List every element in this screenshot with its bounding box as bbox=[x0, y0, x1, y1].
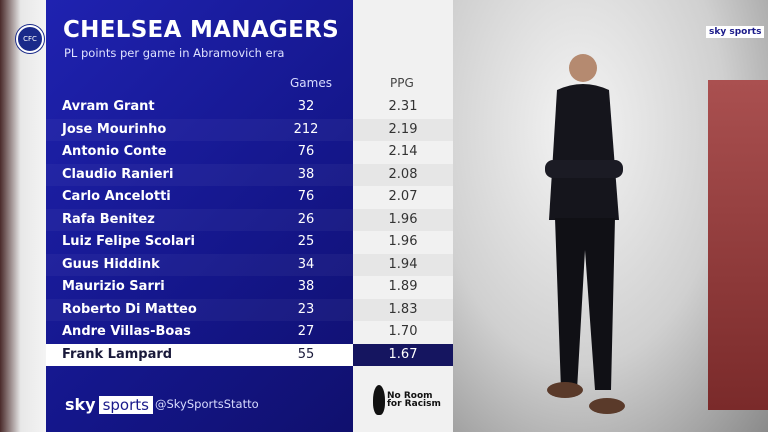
row-bg bbox=[46, 118, 353, 141]
games-value: 38 bbox=[297, 279, 315, 294]
ppg-value: 1.67 bbox=[353, 343, 453, 366]
games-value: 23 bbox=[297, 301, 315, 317]
table-row: Roberto Di Matteo 23 1.83 bbox=[46, 298, 453, 321]
manager-name: Claudio Ranieri bbox=[62, 166, 174, 182]
manager-name: Rafa Benitez bbox=[62, 211, 155, 227]
games-value: 38 bbox=[297, 166, 315, 182]
page-title: CHELSEA MANAGERS bbox=[63, 17, 339, 43]
sky-sports-corner-logo: sky sports bbox=[706, 26, 765, 38]
games-value: 34 bbox=[297, 256, 315, 272]
no-room-for-racism-logo: No Room for Racism bbox=[373, 380, 443, 420]
table-row: Frank Lampard 55 1.67 bbox=[46, 343, 453, 366]
manager-name: Luiz Felipe Scolari bbox=[62, 234, 195, 249]
manager-name: Avram Grant bbox=[62, 99, 155, 114]
games-value: 25 bbox=[297, 234, 315, 249]
games-value: 55 bbox=[297, 346, 315, 362]
row-bg bbox=[46, 253, 353, 276]
ppg-value: 2.19 bbox=[353, 118, 453, 141]
games-value: 76 bbox=[297, 144, 315, 159]
campaign-text: No Room for Racism bbox=[387, 391, 441, 409]
manager-photo bbox=[545, 54, 625, 414]
manager-name: Frank Lampard bbox=[62, 346, 173, 362]
header-ppg: PPG bbox=[390, 76, 414, 90]
ppg-value: 2.08 bbox=[353, 163, 453, 186]
header-games: Games bbox=[290, 76, 332, 90]
row-bg bbox=[46, 208, 353, 231]
ppg-value: 1.96 bbox=[388, 234, 418, 249]
sky-text: sky bbox=[65, 395, 96, 414]
games-value: 32 bbox=[297, 99, 315, 114]
manager-name: Carlo Ancelotti bbox=[62, 189, 171, 204]
subtitle: PL points per game in Abramovich era bbox=[64, 46, 285, 60]
chelsea-badge-icon: CFC bbox=[16, 25, 44, 53]
games-value: 26 bbox=[297, 211, 315, 227]
table-row: Carlo Ancelotti 76 2.07 bbox=[46, 186, 453, 208]
row-bg bbox=[46, 298, 353, 321]
table-row: Maurizio Sarri 38 1.89 bbox=[46, 276, 453, 298]
row-bg bbox=[46, 343, 353, 366]
ppg-value: 1.70 bbox=[388, 324, 418, 339]
manager-name: Roberto Di Matteo bbox=[62, 301, 197, 317]
row-bg bbox=[46, 163, 353, 186]
manager-name: Andre Villas-Boas bbox=[62, 324, 191, 339]
ppg-value: 2.07 bbox=[388, 189, 418, 204]
manager-name: Antonio Conte bbox=[62, 144, 167, 159]
table-row: Rafa Benitez 26 1.96 bbox=[46, 208, 453, 231]
table-row: Andre Villas-Boas 27 1.70 bbox=[46, 321, 453, 343]
table-row: Jose Mourinho 212 2.19 bbox=[46, 118, 453, 141]
games-value: 212 bbox=[293, 121, 319, 137]
games-value: 76 bbox=[297, 189, 315, 204]
table-row: Avram Grant 32 2.31 bbox=[46, 96, 453, 118]
table-row: Claudio Ranieri 38 2.08 bbox=[46, 163, 453, 186]
ppg-value: 1.83 bbox=[353, 298, 453, 321]
manager-name: Guus Hiddink bbox=[62, 256, 160, 272]
table-row: Luiz Felipe Scolari 25 1.96 bbox=[46, 231, 453, 253]
background-left bbox=[0, 0, 46, 432]
table-row: Antonio Conte 76 2.14 bbox=[46, 141, 453, 163]
games-value: 27 bbox=[297, 324, 315, 339]
ppg-value: 2.14 bbox=[388, 144, 418, 159]
twitter-handle: @SkySportsStatto bbox=[155, 397, 259, 411]
premier-league-lion-icon bbox=[373, 385, 386, 415]
manager-name: Jose Mourinho bbox=[62, 121, 167, 137]
ppg-value: 1.96 bbox=[353, 208, 453, 231]
stadium-stands bbox=[708, 80, 768, 410]
manager-name: Maurizio Sarri bbox=[62, 279, 165, 294]
sky-sports-logo: sky sports bbox=[65, 395, 153, 414]
table-row: Guus Hiddink 34 1.94 bbox=[46, 253, 453, 276]
ppg-value: 1.94 bbox=[353, 253, 453, 276]
sports-text: sports bbox=[98, 395, 153, 414]
ppg-value: 1.89 bbox=[388, 279, 418, 294]
ppg-value: 2.31 bbox=[388, 99, 418, 114]
